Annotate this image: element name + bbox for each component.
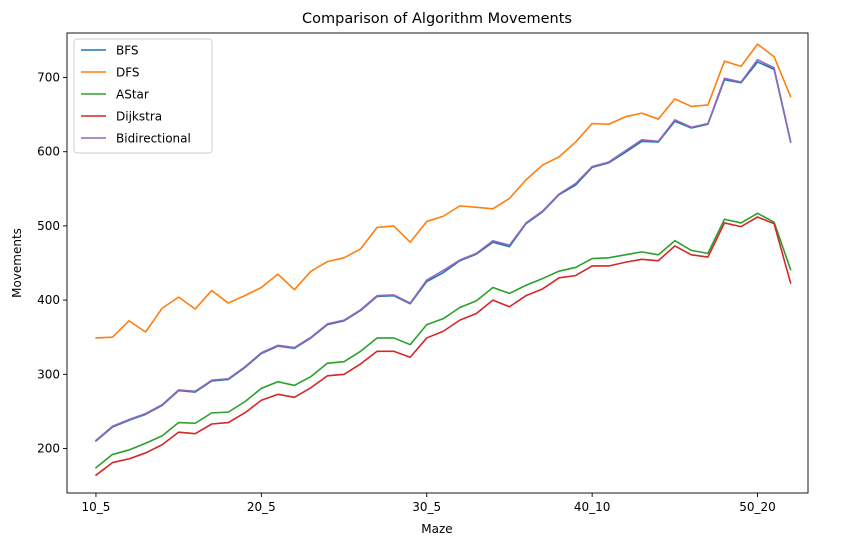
- y-axis: 200 300 400 500 600 700: [37, 71, 67, 455]
- y-tick-label: 400: [37, 293, 60, 307]
- x-tick-label: 20_5: [247, 500, 276, 514]
- x-tick-label: 50_20: [739, 500, 776, 514]
- plot-frame: [66, 32, 809, 494]
- series-lines: [95, 43, 792, 476]
- series-line-astar: [95, 212, 792, 469]
- y-axis-label: Movements: [10, 228, 24, 298]
- legend-label-dfs: DFS: [116, 66, 140, 80]
- series-line-bidirectional: [95, 58, 792, 442]
- chart-title: Comparison of Algorithm Movements: [302, 11, 572, 27]
- legend-label-bfs: BFS: [116, 44, 139, 58]
- legend: BFS DFS AStar Dijkstra Bidirectional: [73, 38, 213, 154]
- legend-label-bidirectional: Bidirectional: [116, 132, 191, 146]
- legend-label-astar: AStar: [116, 88, 149, 102]
- x-tick-label: 10_5: [81, 500, 110, 514]
- y-tick-label: 200: [37, 441, 60, 455]
- x-axis-label: Maze: [421, 522, 452, 536]
- series-line-dijkstra: [95, 216, 792, 476]
- x-tick-label: 40_10: [574, 500, 611, 514]
- x-axis: 10_5 20_5 30_5 40_10 50_20: [81, 493, 776, 514]
- x-tick-label: 30_5: [412, 500, 441, 514]
- legend-box: [73, 38, 213, 154]
- plot-area: [66, 32, 809, 494]
- legend-label-dijkstra: Dijkstra: [116, 110, 162, 124]
- y-tick-label: 700: [37, 71, 60, 85]
- series-line-dfs: [95, 43, 792, 339]
- legend-items: BFS DFS AStar Dijkstra Bidirectional: [81, 44, 191, 146]
- y-tick-label: 600: [37, 145, 60, 159]
- y-tick-label: 500: [37, 219, 60, 233]
- y-tick-label: 300: [37, 367, 60, 381]
